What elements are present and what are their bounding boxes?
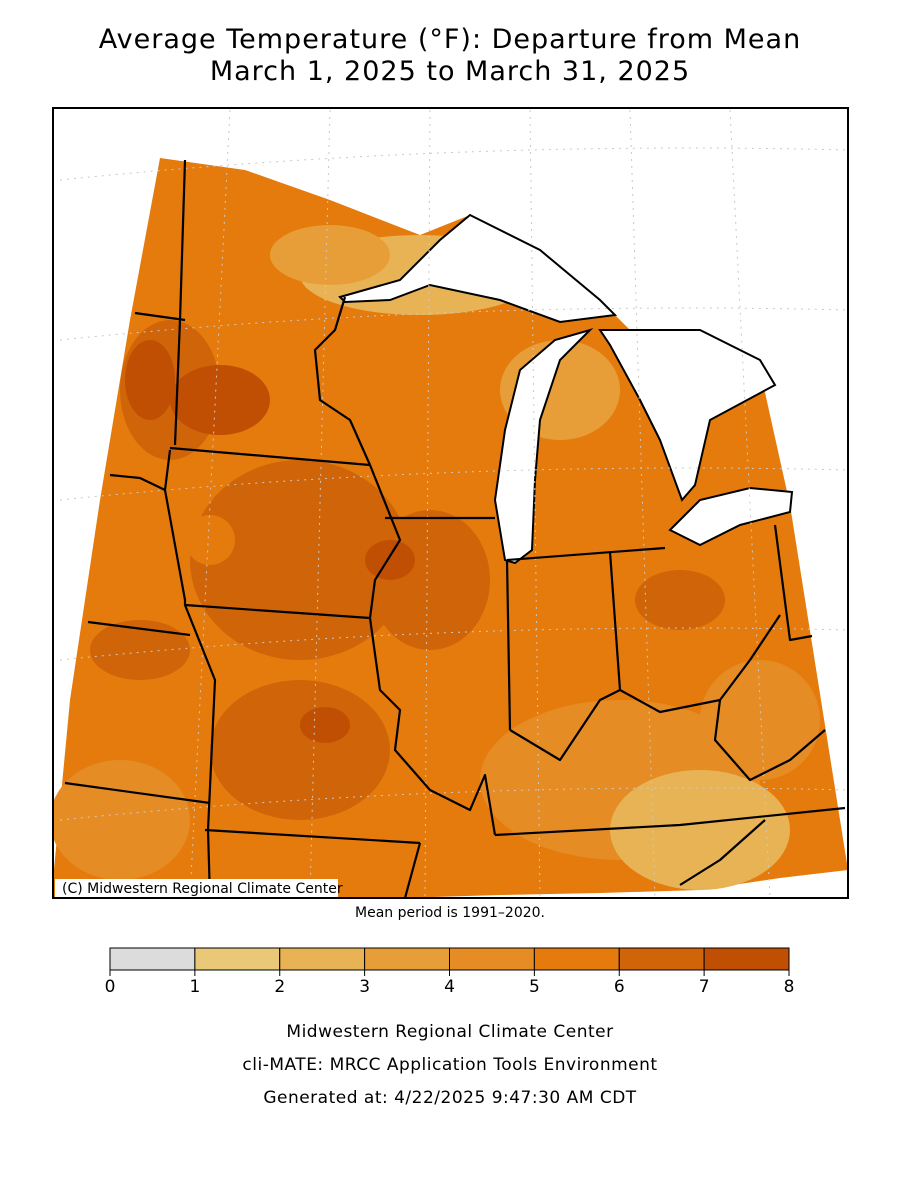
legend-bin bbox=[109, 947, 196, 971]
footer-line: Midwestern Regional Climate Center bbox=[286, 1022, 613, 1042]
legend-bin bbox=[279, 947, 366, 971]
lakes bbox=[338, 213, 794, 565]
legend: 0 1 2 3 4 5 6 7 8 bbox=[105, 947, 795, 997]
legend-bin bbox=[194, 947, 281, 971]
subtitle: March 1, 2025 to March 31, 2025 bbox=[210, 56, 690, 87]
legend-tick-label: 5 bbox=[529, 977, 540, 997]
footer-line: cli-MATE: MRCC Application Tools Environ… bbox=[242, 1055, 657, 1075]
legend-bin bbox=[533, 947, 620, 971]
mean-note: Mean period is 1991–2020. bbox=[355, 905, 545, 921]
shading bbox=[53, 225, 820, 890]
legend-tick-label: 7 bbox=[699, 977, 710, 997]
map: (C) Midwestern Regional Climate Center bbox=[52, 107, 849, 899]
grid bbox=[59, 109, 848, 898]
state-borders bbox=[64, 159, 846, 898]
legend-tick-label: 3 bbox=[359, 977, 370, 997]
map-frame bbox=[52, 107, 849, 899]
credit-box bbox=[55, 879, 338, 897]
legend-tick-label: 2 bbox=[274, 977, 285, 997]
legend-bin bbox=[449, 947, 535, 971]
legend-bin bbox=[618, 947, 705, 971]
footer-line: Generated at: 4/22/2025 9:47:30 AM CDT bbox=[263, 1088, 636, 1108]
legend-bin bbox=[703, 947, 790, 971]
legend-bin bbox=[364, 947, 450, 971]
legend-tick-label: 1 bbox=[189, 977, 200, 997]
credit: (C) Midwestern Regional Climate Center bbox=[62, 881, 343, 897]
legend-tick-label: 6 bbox=[614, 977, 625, 997]
legend-tick-label: 4 bbox=[444, 977, 455, 997]
title: Average Temperature (°F): Departure from… bbox=[99, 24, 801, 55]
legend-tick-label: 0 bbox=[105, 977, 116, 997]
legend-tick-label: 8 bbox=[784, 977, 795, 997]
